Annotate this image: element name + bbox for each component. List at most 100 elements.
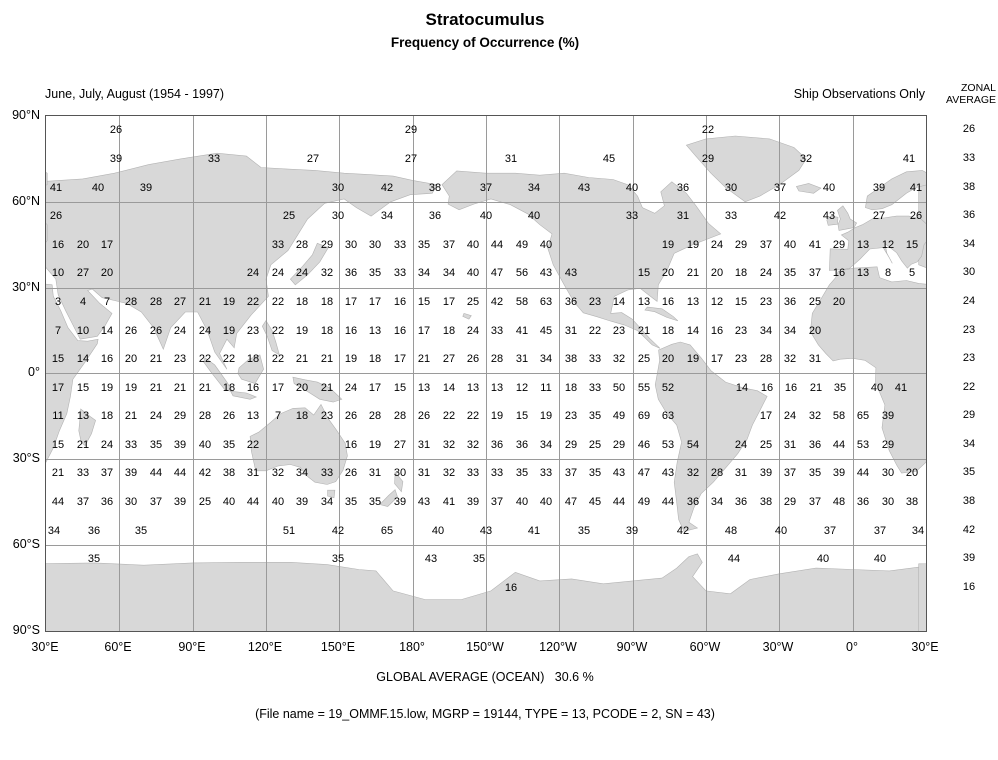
grid-cell-value: 29 [612,439,626,451]
grid-cell-value: 28 [759,353,773,365]
grid-cell-value: 15 [417,296,431,308]
grid-cell-value: 52 [661,382,675,394]
grid-cell-value: 42 [490,296,504,308]
grid-cell-value: 31 [417,467,431,479]
grid-cell-value: 25 [198,496,212,508]
grid-cell-value: 35 [588,467,602,479]
grid-cell-value: 37 [490,496,504,508]
grid-cell-value: 13 [417,382,431,394]
grid-cell-value: 20 [100,267,114,279]
grid-cell-value: 19 [686,239,700,251]
grid-cell-value: 36 [676,182,690,194]
grid-cell-value: 33 [271,239,285,251]
grid-cell-value: 35 [577,525,591,537]
grid-cell-value: 36 [490,439,504,451]
grid-cell-value: 24 [246,267,260,279]
grid-cell-value: 39 [173,496,187,508]
grid-cell-value: 47 [637,467,651,479]
grid-cell-value: 20 [905,467,919,479]
grid-cell-value: 39 [109,153,123,165]
grid-cell-value: 34 [442,267,456,279]
grid-cell-value: 36 [564,296,578,308]
grid-cell-value: 22 [442,410,456,422]
grid-cell-value: 28 [295,239,309,251]
grid-cell-value: 43 [577,182,591,194]
grid-cell-value: 42 [676,525,690,537]
grid-cell-value: 29 [564,439,578,451]
grid-cell-value: 31 [808,353,822,365]
grid-cell-value: 32 [799,153,813,165]
grid-cell-value: 19 [222,296,236,308]
grid-cell-value: 13 [490,382,504,394]
grid-cell-value: 10 [76,325,90,337]
grid-cell-value: 30 [881,496,895,508]
grid-cell-value: 22 [588,325,602,337]
grid-cell-value: 27 [173,296,187,308]
file-info-label: (File name = 19_OMMF.15.low, MGRP = 1914… [255,707,715,721]
grid-cell-value: 13 [368,325,382,337]
landmass-shape [394,471,404,493]
grid-cell-value: 28 [124,296,138,308]
grid-cell-value: 22 [271,325,285,337]
grid-cell-value: 20 [295,382,309,394]
grid-cell-value: 33 [393,239,407,251]
grid-cell-value: 37 [442,239,456,251]
grid-cell-value: 19 [344,353,358,365]
grid-cell-value: 28 [710,467,724,479]
grid-cell-value: 43 [417,496,431,508]
grid-cell-value: 19 [100,382,114,394]
grid-cell-value: 3 [54,296,62,308]
grid-cell-value: 16 [710,325,724,337]
grid-cell-value: 23 [734,353,748,365]
grid-cell-value: 33 [124,439,138,451]
grid-cell-value: 40 [466,267,480,279]
grid-cell-value: 36 [344,267,358,279]
grid-cell-value: 22 [246,296,260,308]
landmass-shape [289,242,329,286]
grid-cell-value: 69 [637,410,651,422]
grid-cell-value: 44 [832,439,846,451]
grid-cell-value: 22 [271,353,285,365]
landmass-shape [795,183,822,194]
grid-cell-value: 29 [734,239,748,251]
grid-cell-value: 29 [832,239,846,251]
grid-cell-value: 39 [393,496,407,508]
grid-cell-value: 24 [271,267,285,279]
grid-cell-value: 21 [295,353,309,365]
grid-cell-value: 15 [76,382,90,394]
grid-cell-value: 26 [149,325,163,337]
grid-cell-value: 43 [424,553,438,565]
grid-cell-value: 18 [246,353,260,365]
grid-cell-value: 34 [47,525,61,537]
grid-cell-value: 21 [51,467,65,479]
grid-cell-value: 41 [442,496,456,508]
lon-tick-label: 90°E [178,640,206,654]
grid-cell-value: 22 [222,353,236,365]
grid-cell-value: 63 [661,410,675,422]
grid-cell-value: 11 [540,382,552,394]
grid-cell-value: 21 [320,353,334,365]
grid-cell-value: 13 [466,382,480,394]
grid-cell-value: 37 [76,496,90,508]
grid-cell-value: 24 [344,382,358,394]
grid-cell-value: 34 [539,439,553,451]
grid-cell-value: 33 [490,467,504,479]
zonal-average-value: 22 [962,381,976,393]
grid-cell-value: 21 [76,439,90,451]
grid-cell-value: 14 [686,325,700,337]
grid-cell-value: 53 [856,439,870,451]
grid-cell-value: 14 [76,353,90,365]
grid-cell-value: 35 [515,467,529,479]
grid-cell-value: 28 [368,410,382,422]
grid-cell-value: 33 [207,153,221,165]
grid-cell-value: 34 [783,325,797,337]
grid-cell-value: 31 [246,467,260,479]
grid-cell-value: 30 [124,496,138,508]
grid-cell-value: 37 [823,525,837,537]
grid-cell-value: 43 [539,267,553,279]
grid-cell-value: 18 [564,382,578,394]
grid-cell-value: 39 [625,525,639,537]
grid-cell-value: 15 [51,353,65,365]
grid-cell-value: 17 [417,325,431,337]
grid-cell-value: 33 [539,467,553,479]
